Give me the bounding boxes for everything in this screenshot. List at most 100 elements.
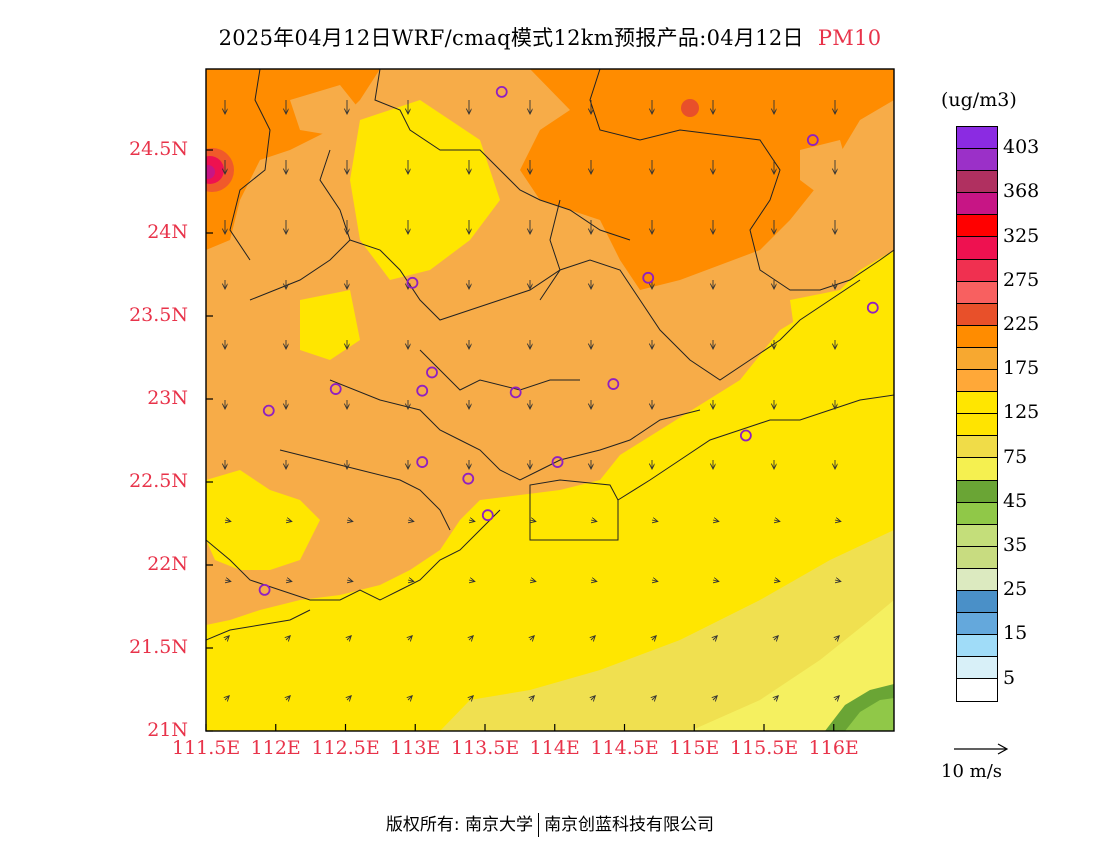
colorbar-cell [957,635,997,658]
wind-arrow [835,636,839,640]
station-marker [481,509,494,522]
station-marker [866,301,879,314]
colorbar-cell [957,347,997,371]
wind-arrow [713,580,719,581]
lat-label: 21N [147,719,188,741]
lon-label: 114E [529,737,580,759]
wind-arrow [713,696,717,700]
wind-arrow [225,580,231,581]
lon-label: 112.5E [311,737,380,759]
colorbar-cell [957,502,997,525]
lat-label: 24N [147,221,188,243]
lon-label: 116E [808,737,859,759]
wind-arrow [408,696,412,700]
colorbar-cell [957,259,997,282]
colorbar-cell [957,237,997,260]
admin-boundaries [206,69,894,641]
lon-label: 112E [250,737,301,759]
colorbar-label: 275 [1003,268,1040,291]
station-marker [806,134,819,146]
lat-label: 21.5N [129,636,188,658]
colorbar-label: 225 [1003,312,1040,335]
wind-reference-arrow [954,743,1009,755]
wind-arrow [774,636,778,640]
wind-arrow [713,636,717,640]
wind-arrow [469,696,473,700]
lon-label: 113.5E [451,737,520,759]
station-marker [551,456,564,468]
colorbar-label: 15 [1003,622,1028,645]
colorbar [956,126,998,703]
wind-arrow [286,580,292,581]
wind-arrow [835,696,839,700]
colorbar-cell [957,392,997,415]
hotspot-core [206,165,215,179]
wind-arrow [774,520,780,521]
wind-arrow [652,580,658,581]
station-marker [495,86,508,98]
colorbar-cell [957,127,997,150]
station-markers [258,86,879,596]
station-marker [406,276,419,289]
footer-right: 南京创蓝科技有限公司 [544,815,715,835]
wind-arrow [408,520,414,521]
wind-arrow [591,580,597,581]
wind-arrow [530,696,534,700]
colorbar-cell [957,171,997,194]
colorbar-label: 125 [1003,401,1040,424]
lon-label: 111.5E [172,737,241,759]
lat-label: 22N [147,553,188,575]
colorbar-label: 5 [1003,666,1016,689]
wind-arrow [652,696,656,700]
lon-label: 114.5E [590,737,659,759]
wind-arrow [530,636,534,640]
wind-arrow [286,696,290,700]
wind-arrow [408,580,414,581]
wind-arrow [347,580,353,581]
colorbar-cell [957,215,997,238]
colorbar-cell [957,679,997,702]
footer: 版权所有: 南京大学 南京创蓝科技有限公司 [0,810,1100,837]
wind-arrow [347,696,351,700]
lat-label: 23N [147,387,188,409]
wind-arrow [469,636,473,640]
colorbar-cell [957,325,997,348]
wind-arrow [713,520,719,521]
colorbar-label: 25 [1003,578,1028,601]
wind-arrow [835,520,841,521]
colorbar-cell [957,458,997,481]
colorbar-cell [957,524,997,547]
wind-arrow [225,520,231,521]
colorbar-cell [957,568,997,591]
station-marker [262,404,275,417]
colorbar-label: 403 [1003,136,1040,159]
wind-arrow [591,696,595,700]
map-title: 2025年04月12日WRF/cmaq模式12km预报产品:04月12日 PM10 [0,22,1100,52]
colorbar-label: 75 [1003,445,1028,468]
lat-label: 24.5N [129,138,188,160]
band-175-inner [290,85,850,195]
axis-ticks [205,149,835,732]
footer-separator [538,813,540,837]
colorbar-cell [957,480,997,503]
lon-label: 113E [390,737,441,759]
colorbar-label: 175 [1003,357,1040,380]
colorbar-cell [957,193,997,216]
colorbar-label: 45 [1003,489,1028,512]
wind-arrow [286,636,290,640]
colorbar-cell [957,414,997,437]
colorbar-cell [957,546,997,569]
map-frame [205,68,895,732]
station-marker [416,456,429,468]
wind-arrow [225,696,229,700]
wind-arrow [652,520,658,521]
wind-arrow [591,636,595,640]
wind-arrow [347,520,353,521]
wind-arrows [225,100,841,700]
colorbar-cell [957,149,997,172]
wind-arrow [774,580,780,581]
station-marker [509,386,522,399]
concentration-field [206,69,894,731]
hotspot-north [681,99,699,117]
